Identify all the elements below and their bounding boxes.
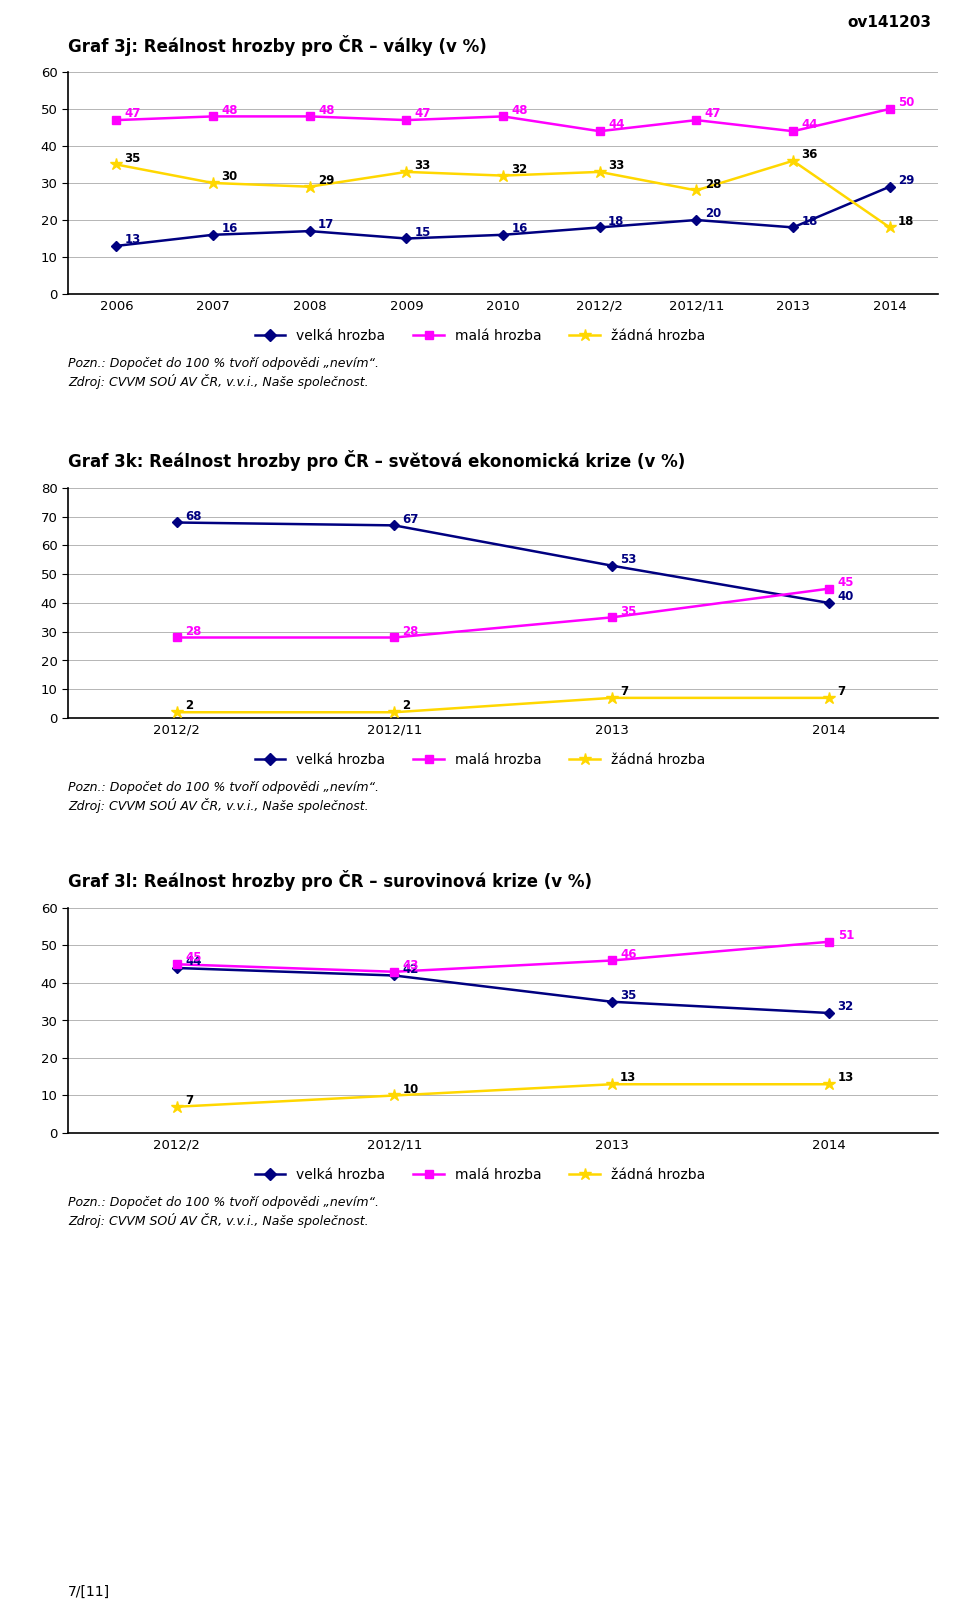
Text: 28: 28 (705, 178, 721, 191)
Text: 44: 44 (608, 118, 625, 131)
Text: 18: 18 (898, 215, 914, 228)
Text: 28: 28 (185, 624, 202, 637)
Text: 18: 18 (802, 215, 818, 228)
Legend: velká hrozba, malá hrozba, žádná hrozba: velká hrozba, malá hrozba, žádná hrozba (250, 747, 710, 773)
Text: 44: 44 (185, 956, 202, 969)
Text: Zdroj: CVVM SOÚ AV ČR, v.v.i., Naše společnost.: Zdroj: CVVM SOÚ AV ČR, v.v.i., Naše spol… (68, 799, 369, 813)
Text: 36: 36 (802, 149, 818, 162)
Text: 17: 17 (318, 218, 334, 231)
Text: 28: 28 (402, 624, 419, 637)
Text: 20: 20 (705, 207, 721, 220)
Text: Pozn.: Dopočet do 100 % tvoří odpovědi „nevím“.: Pozn.: Dopočet do 100 % tvoří odpovědi „… (68, 1197, 379, 1210)
Text: 16: 16 (222, 222, 238, 234)
Text: 13: 13 (837, 1072, 853, 1085)
Text: Graf 3k: Reálnost hrozby pro ČR – světová ekonomická krize (v %): Graf 3k: Reálnost hrozby pro ČR – světov… (68, 450, 685, 471)
Text: 68: 68 (185, 509, 202, 522)
Text: 7: 7 (837, 686, 846, 699)
Text: 47: 47 (705, 107, 721, 120)
Text: 7: 7 (620, 686, 628, 699)
Text: Pozn.: Dopočet do 100 % tvoří odpovědi „nevím“.: Pozn.: Dopočet do 100 % tvoří odpovědi „… (68, 357, 379, 370)
Text: 45: 45 (185, 951, 202, 964)
Text: 42: 42 (402, 962, 419, 975)
Text: 43: 43 (402, 959, 419, 972)
Text: Pozn.: Dopočet do 100 % tvoří odpovědi „nevím“.: Pozn.: Dopočet do 100 % tvoří odpovědi „… (68, 781, 379, 794)
Text: 48: 48 (512, 103, 528, 116)
Text: ov141203: ov141203 (847, 15, 931, 31)
Text: 16: 16 (512, 222, 528, 234)
Text: 30: 30 (222, 170, 237, 183)
Text: 29: 29 (318, 175, 334, 188)
Text: 46: 46 (620, 948, 636, 960)
Text: Zdroj: CVVM SOÚ AV ČR, v.v.i., Naše společnost.: Zdroj: CVVM SOÚ AV ČR, v.v.i., Naše spol… (68, 1213, 369, 1227)
Text: 15: 15 (415, 226, 431, 239)
Text: 13: 13 (125, 233, 141, 246)
Text: 10: 10 (402, 1083, 419, 1096)
Text: 35: 35 (620, 605, 636, 618)
Legend: velká hrozba, malá hrozba, žádná hrozba: velká hrozba, malá hrozba, žádná hrozba (250, 1163, 710, 1187)
Text: Graf 3j: Reálnost hrozby pro ČR – války (v %): Graf 3j: Reálnost hrozby pro ČR – války … (68, 36, 487, 57)
Text: 44: 44 (802, 118, 818, 131)
Text: 45: 45 (837, 576, 854, 589)
Text: 29: 29 (898, 175, 914, 188)
Text: 32: 32 (837, 1001, 853, 1014)
Text: 7/[11]: 7/[11] (68, 1585, 110, 1599)
Text: 50: 50 (898, 97, 914, 110)
Text: 48: 48 (222, 103, 238, 116)
Text: Graf 3l: Reálnost hrozby pro ČR – surovinová krize (v %): Graf 3l: Reálnost hrozby pro ČR – surovi… (68, 870, 592, 891)
Text: 13: 13 (620, 1072, 636, 1085)
Text: 35: 35 (125, 152, 141, 165)
Text: 67: 67 (402, 513, 419, 526)
Legend: velká hrozba, malá hrozba, žádná hrozba: velká hrozba, malá hrozba, žádná hrozba (250, 323, 710, 349)
Text: 33: 33 (415, 158, 431, 171)
Text: 2: 2 (185, 700, 193, 713)
Text: 47: 47 (415, 107, 431, 120)
Text: Zdroj: CVVM SOÚ AV ČR, v.v.i., Naše společnost.: Zdroj: CVVM SOÚ AV ČR, v.v.i., Naše spol… (68, 374, 369, 390)
Text: 33: 33 (608, 158, 624, 171)
Text: 51: 51 (837, 930, 854, 943)
Text: 40: 40 (837, 590, 854, 603)
Text: 35: 35 (620, 990, 636, 1003)
Text: 18: 18 (608, 215, 624, 228)
Text: 7: 7 (185, 1095, 193, 1108)
Text: 53: 53 (620, 553, 636, 566)
Text: 48: 48 (318, 103, 334, 116)
Text: 47: 47 (125, 107, 141, 120)
Text: 32: 32 (512, 163, 528, 176)
Text: 2: 2 (402, 700, 411, 713)
